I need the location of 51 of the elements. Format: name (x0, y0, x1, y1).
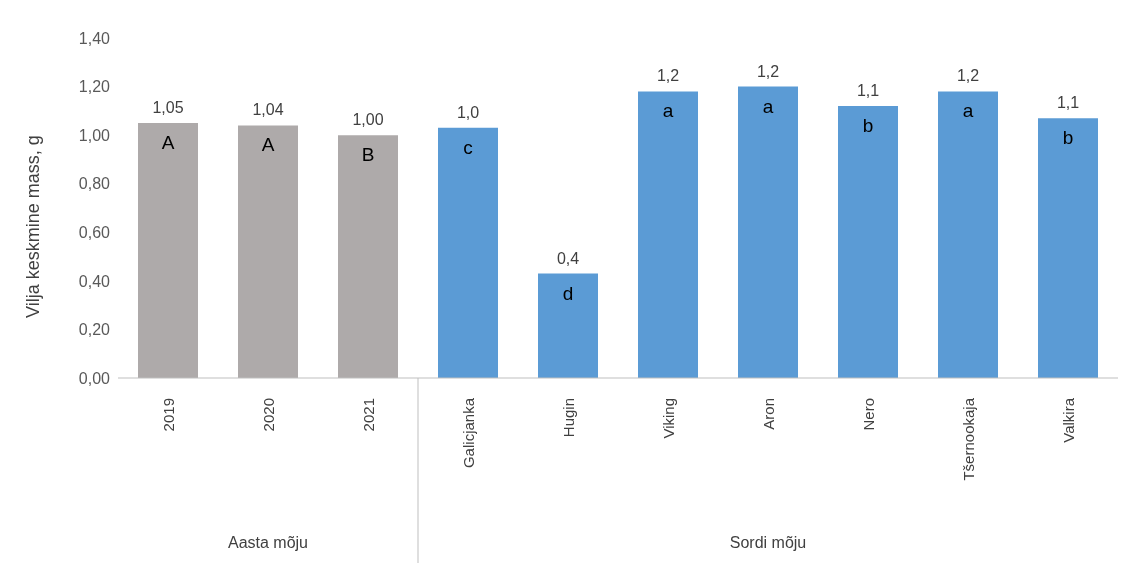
y-tick-label: 0,00 (78, 369, 111, 387)
annotation: A (261, 134, 275, 156)
x-tick-label: 2019 (159, 398, 177, 432)
x-tick-label: Tšernookaja (959, 397, 977, 481)
bar (138, 123, 198, 378)
y-tick-label: 0,40 (78, 272, 111, 290)
text: Aasta mõju (227, 534, 309, 551)
x-tick-label: Nero (859, 398, 877, 431)
data-label: 1,04 (252, 101, 284, 119)
bar (438, 127, 498, 378)
data-label: 1,0 (456, 103, 480, 121)
x-tick-label: Hugin (559, 398, 577, 438)
annotation: c (463, 136, 473, 158)
y-tick-label: 1,40 (78, 29, 111, 47)
annotation: a (662, 100, 674, 122)
x-tick-label: Viking (659, 398, 677, 439)
y-tick-label: 1,00 (78, 126, 111, 144)
data-label: 1,2 (956, 67, 980, 85)
data-label: 1,05 (152, 99, 184, 116)
y-tick-label: 0,20 (78, 321, 111, 339)
data-label: 1,1 (1056, 94, 1080, 112)
x-tick-label: 2020 (259, 398, 277, 432)
annotation: d (562, 282, 574, 304)
data-label: 1,00 (352, 111, 384, 129)
bar (238, 125, 298, 378)
x-tick-label: Aron (759, 398, 777, 430)
annotation: A (161, 132, 175, 153)
data-label: 1,1 (856, 82, 880, 99)
bar (738, 86, 798, 378)
data-label: 0,4 (556, 249, 580, 267)
bar (938, 91, 998, 378)
x-tick-label: 2021 (359, 398, 377, 432)
annotation: b (862, 115, 874, 136)
bar (338, 135, 398, 378)
data-label: 1,2 (656, 67, 680, 85)
bar (538, 273, 598, 378)
bar (838, 106, 898, 378)
annotation: B (361, 144, 375, 166)
annotation: b (1062, 127, 1074, 149)
annotation: a (762, 95, 774, 117)
y-tick-label: 0,80 (78, 175, 111, 193)
y-tick-label: 0,60 (78, 223, 111, 241)
x-tick-label: Galicjanka (459, 397, 477, 469)
bar (1038, 118, 1098, 378)
y-tick-label: 1,20 (78, 78, 111, 96)
text: Sordi mõju (729, 534, 807, 551)
x-tick-label: Valkira (1059, 397, 1077, 443)
y-axis-title: Vilja keskmine mass, g (23, 135, 44, 318)
bar (638, 91, 698, 378)
annotation: a (962, 100, 974, 122)
data-label: 1,2 (756, 62, 780, 80)
